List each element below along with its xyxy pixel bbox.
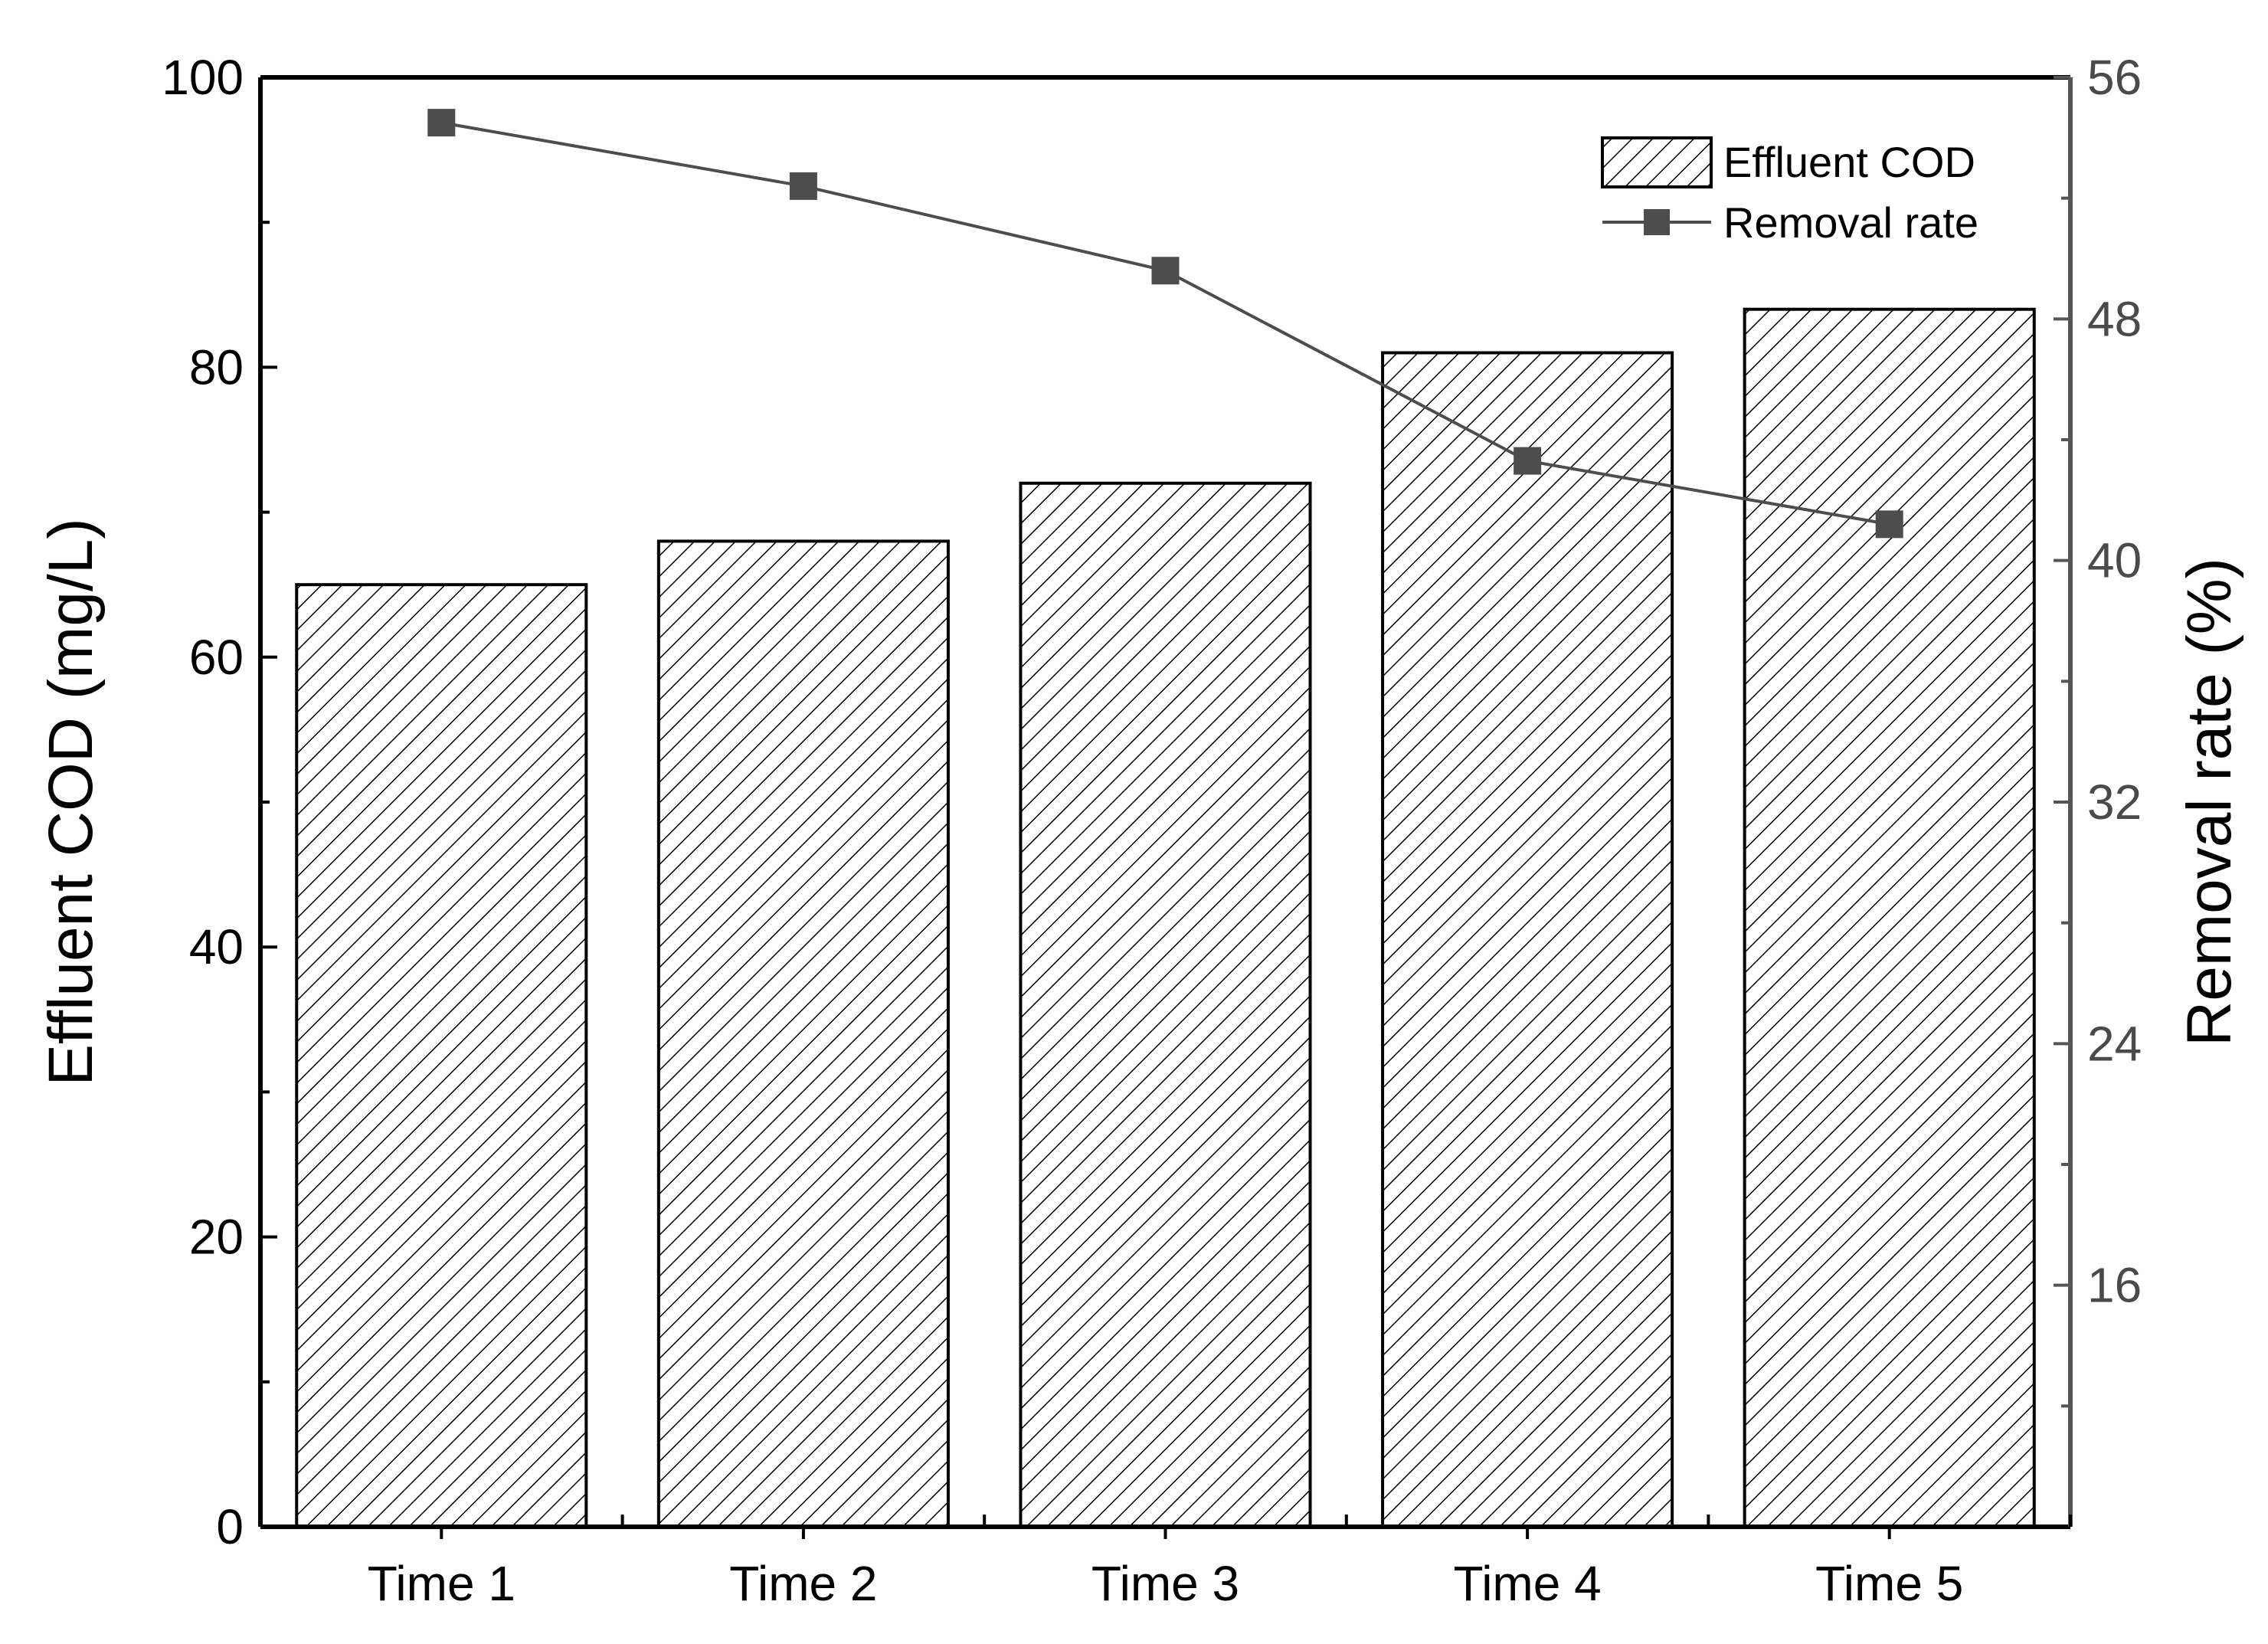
bar-time-3 <box>1019 481 1312 1528</box>
left-tick-label-100: 100 <box>162 50 244 105</box>
right-tick-label-40: 40 <box>2087 533 2142 588</box>
x-tick-label-time-3: Time 3 <box>1091 1556 1239 1611</box>
x-axis: Time 1 Time 2 Time 3 Time 4 Time 5 <box>259 1515 2072 1611</box>
bar-time-4 <box>1381 351 1674 1529</box>
bar-time-5 <box>1743 307 2036 1529</box>
removal-rate-point-time-3 <box>1151 257 1180 285</box>
left-tick-label-20: 20 <box>189 1210 244 1265</box>
removal-rate-point-time-5 <box>1875 510 1903 539</box>
bar-series-effluent-cod <box>295 307 2036 1529</box>
left-tick-label-60: 60 <box>189 630 244 685</box>
right-tick-label-32: 32 <box>2087 775 2142 830</box>
legend-marker-removal-rate <box>1644 209 1670 235</box>
removal-rate-point-time-1 <box>427 109 456 137</box>
right-tick-label-24: 24 <box>2087 1016 2142 1071</box>
y-axis-title: Effluent COD (mg/L) <box>36 518 106 1086</box>
left-y-axis: 0 20 40 60 80 100 <box>162 50 277 1554</box>
left-tick-label-0: 0 <box>216 1499 244 1554</box>
removal-rate-point-time-2 <box>789 172 817 200</box>
right-y-axis: 16 24 32 40 48 56 <box>2054 50 2142 1408</box>
y2-axis-title: Removal rate (%) <box>2175 558 2244 1046</box>
right-tick-label-56: 56 <box>2087 50 2142 105</box>
bar-time-1 <box>295 583 588 1529</box>
legend: Effluent COD Removal rate <box>1601 136 1978 247</box>
legend-swatch-effluent-cod <box>1601 136 1713 188</box>
legend-label-removal-rate: Removal rate <box>1723 198 1978 247</box>
removal-rate-point-time-4 <box>1514 447 1542 475</box>
x-tick-label-time-1: Time 1 <box>368 1556 515 1611</box>
left-tick-label-40: 40 <box>189 919 244 974</box>
bar-time-2 <box>656 539 950 1529</box>
right-tick-label-16: 16 <box>2087 1258 2142 1313</box>
legend-label-effluent-cod: Effluent COD <box>1723 138 1975 186</box>
left-tick-label-80: 80 <box>189 339 244 395</box>
x-tick-label-time-2: Time 2 <box>729 1556 877 1611</box>
x-tick-label-time-5: Time 5 <box>1815 1556 1963 1611</box>
line-series-removal-rate <box>427 109 1903 539</box>
x-tick-label-time-4: Time 4 <box>1453 1556 1601 1611</box>
right-tick-label-48: 48 <box>2087 291 2142 346</box>
